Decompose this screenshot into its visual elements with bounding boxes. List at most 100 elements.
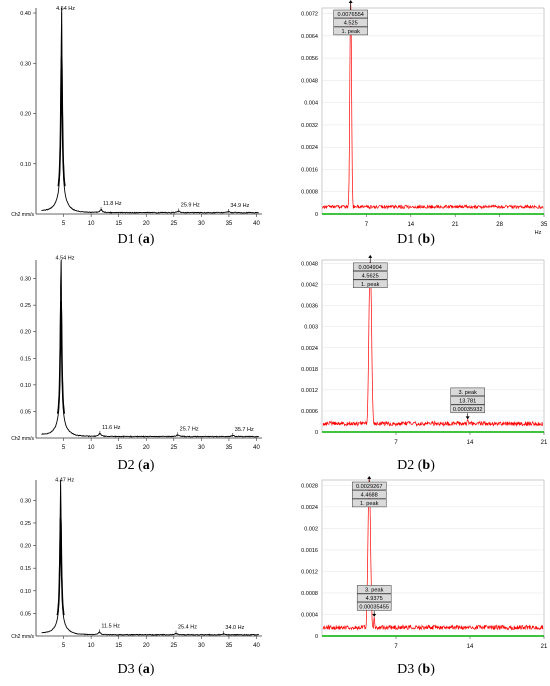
peak-label-box — [333, 9, 368, 19]
y-tick-label: 0.10 — [20, 162, 31, 168]
x-tick-label: 35 — [541, 222, 548, 228]
chart-svg-d3b: 0 0.0004 0.0008 0.0012 0.0016 0.002 0.0024 0.00… — [301, 476, 548, 650]
x-tick-label: 14 — [407, 222, 414, 228]
chart-d2a: 0.05 0.10 0.15 0.20 0.25 0.30 5 10 15 20 25 30 35 40 C… — [0, 252, 268, 462]
plot-area — [321, 259, 545, 433]
peak-label-box — [352, 271, 388, 280]
peak-annotation: 25.9 Hz — [181, 202, 200, 208]
spectrum-band — [57, 57, 66, 187]
x-tick-label: 35 — [226, 643, 233, 649]
y-tick-label: 0 — [315, 212, 318, 218]
peak-annotation: 25.7 Hz — [180, 426, 199, 432]
x-tick-label: 10 — [88, 445, 95, 451]
y-tick-label: 0.40 — [20, 11, 31, 17]
y-tick-label: 0.30 — [20, 498, 31, 504]
peak-annotation: 34.9 Hz — [230, 203, 249, 209]
peak-label-box — [352, 262, 388, 272]
chart-svg-d1b: 0 0.0008 0.0016 0.0024 0.0032 0.004 0.0048 0.00… — [301, 0, 548, 236]
y-tick-label: 0 — [315, 430, 318, 436]
x-tick-label: 10 — [88, 221, 95, 227]
y-tick-label: 0.0008 — [301, 591, 318, 597]
y-tick-label: 0.0024 — [301, 145, 318, 151]
y-tick-label: 0.25 — [20, 303, 31, 309]
caption-d3a: D3 (a) — [117, 662, 155, 677]
y-tick-label: 0.0008 — [301, 190, 318, 196]
peak-arrowhead — [465, 416, 470, 420]
x-tick-label: 5 — [62, 221, 66, 227]
peak-label-text: 1. peak — [342, 29, 361, 35]
x-tick-label: 20 — [143, 643, 150, 649]
y-tick-label: 0.20 — [20, 544, 31, 550]
y-tick-label: 0.10 — [20, 383, 31, 389]
x-tick-label: 14 — [467, 440, 474, 446]
x-tick-label: 21 — [541, 644, 548, 650]
x-tick-label: 35 — [226, 445, 233, 451]
y-tick-label: 0.0048 — [301, 262, 318, 268]
x-tick-label: 15 — [115, 221, 122, 227]
x-tick-label: 30 — [198, 445, 205, 451]
y-tick-label: 0.0072 — [301, 12, 318, 18]
y-tick-label: 0.002 — [304, 526, 318, 532]
y-axis-label: Ch2 mm/s — [11, 212, 34, 218]
peak-label-box — [356, 602, 392, 611]
x-axis-label: Hz — [535, 230, 542, 236]
y-tick-label: 0.30 — [20, 277, 31, 283]
peak-label-box — [351, 498, 387, 508]
peak-label-box — [333, 18, 368, 27]
caption-d2a: D2 (a) — [117, 458, 155, 473]
peak-annotation: 25.4 Hz — [178, 625, 197, 631]
chart-d2b: 0 0.0006 0.0012 0.0018 0.0024 0.003 0.0036 0.00… — [282, 252, 550, 462]
y-tick-label: 0.0048 — [301, 78, 318, 84]
peak-arrowhead — [348, 0, 353, 3]
x-tick-label: 25 — [170, 221, 177, 227]
y-tick-label: 0.0056 — [301, 56, 318, 62]
y-tick-label: 0 — [315, 634, 318, 640]
chart-d3a: 0.05 0.10 0.15 0.20 0.25 0.30 5 10 15 20 25 30 35 40 C… — [0, 476, 268, 658]
y-tick-label: 0.0016 — [301, 548, 318, 554]
y-tick-label: 0.0024 — [301, 505, 318, 511]
peak-label-text: 4.525 — [344, 21, 358, 27]
peak-label-text: 4.9375 — [366, 596, 383, 602]
peak-arrowhead — [367, 476, 372, 479]
x-tick-label: 28 — [496, 222, 503, 228]
peak-label-text: 0.0076554 — [337, 12, 363, 18]
peak-label-box — [450, 396, 485, 405]
x-tick-label: 7 — [394, 440, 398, 446]
y-tick-label: 0.003 — [304, 325, 318, 331]
y-tick-label: 0.004 — [304, 101, 318, 107]
x-tick-label: 40 — [253, 221, 260, 227]
peak-label-box — [450, 387, 485, 397]
peak-annotation: 4.64 Hz — [56, 6, 75, 12]
x-tick-label: 40 — [253, 643, 260, 649]
spectrum-line — [41, 259, 259, 438]
spectrum-line — [322, 261, 544, 427]
y-tick-label: 0.30 — [20, 61, 31, 67]
y-tick-label: 0.0012 — [301, 388, 318, 394]
caption-d1a: D1 (a) — [117, 232, 155, 247]
y-tick-label: 0.20 — [20, 330, 31, 336]
chart-d1a: 0.10 0.20 0.30 0.40 5 10 15 20 25 30 35 40 Ch2 mm/s 4… — [0, 0, 268, 240]
peak-annotation: 35.7 Hz — [235, 427, 254, 433]
y-tick-label: 0.0042 — [301, 283, 318, 289]
x-tick-label: 7 — [365, 222, 369, 228]
peak-annotation: 4.47 Hz — [55, 478, 74, 484]
spectrum-line — [41, 7, 259, 214]
chart-d3b: 0 0.0004 0.0008 0.0012 0.0016 0.002 0.0024 0.00… — [282, 476, 550, 658]
y-tick-label: 0.0018 — [301, 367, 318, 373]
peak-label-box — [351, 481, 387, 491]
y-tick-label: 0.10 — [20, 589, 31, 595]
peak-label-box — [333, 26, 368, 36]
peak-annotation: 11.8 Hz — [103, 201, 122, 207]
peak-arrowhead — [368, 254, 373, 258]
peak-label-box — [351, 490, 387, 499]
peak-annotation: 11.6 Hz — [102, 425, 121, 431]
x-tick-label: 40 — [253, 445, 260, 451]
y-tick-label: 0.0016 — [301, 167, 318, 173]
chart-d1b: 0 0.0008 0.0016 0.0024 0.0032 0.004 0.0048 0.00… — [282, 0, 550, 240]
x-tick-label: 20 — [143, 445, 150, 451]
chart-svg-d2b: 0 0.0006 0.0012 0.0018 0.0024 0.003 0.0036 0.00… — [301, 254, 548, 446]
peak-label-box — [356, 593, 392, 603]
x-tick-label: 7 — [394, 644, 398, 650]
spectrum-band — [56, 301, 66, 414]
x-tick-label: 14 — [467, 644, 474, 650]
